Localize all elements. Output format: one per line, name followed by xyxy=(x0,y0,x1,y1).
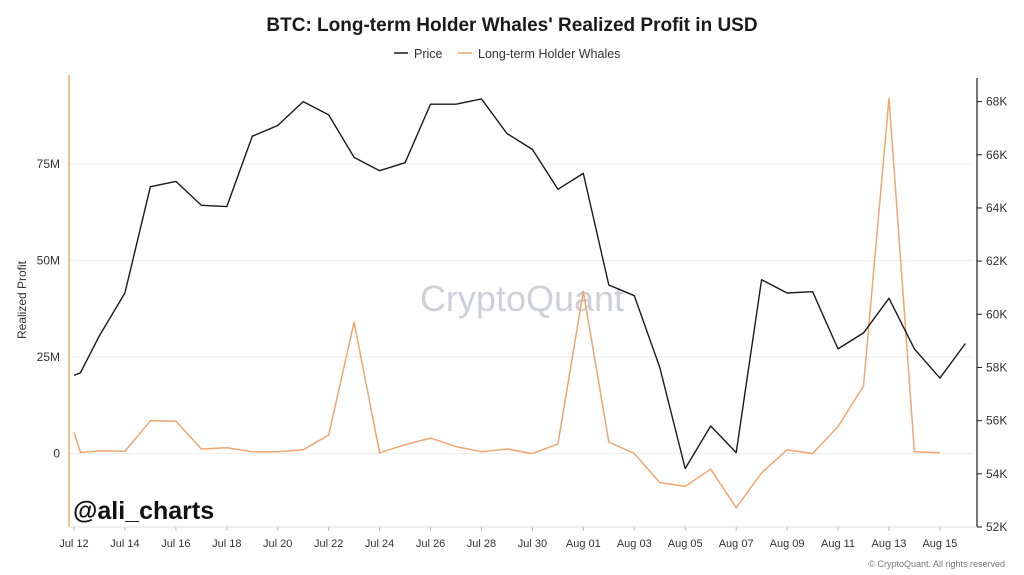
x-tick-label: Jul 16 xyxy=(161,538,190,550)
series-layer xyxy=(73,97,966,509)
x-tick-label: Aug 13 xyxy=(872,538,907,550)
copyright-note: © CryptoQuant. All rights reserved xyxy=(868,559,1005,569)
x-tick-label: Jul 18 xyxy=(212,538,241,550)
whales-profit-line xyxy=(73,97,940,509)
left-tick-label: 75M xyxy=(37,157,60,171)
x-tick-label: Jul 12 xyxy=(59,538,88,550)
left-tick-label: 25M xyxy=(37,350,60,364)
x-tick-label: Jul 22 xyxy=(314,538,343,550)
watermark: CryptoQuant xyxy=(420,278,624,319)
x-tick-label: Aug 01 xyxy=(566,538,601,550)
x-tick-label: Jul 20 xyxy=(263,538,292,550)
x-tick-label: Aug 03 xyxy=(617,538,652,550)
left-tick-label: 50M xyxy=(37,253,60,267)
right-axis-ticks: 52K 54K 56K 58K 60K 62K 64K 66K 68K xyxy=(977,95,1007,534)
right-tick-label: 68K xyxy=(986,95,1007,109)
x-tick-label: Jul 24 xyxy=(365,538,394,550)
x-tick-label: Aug 09 xyxy=(770,538,805,550)
right-tick-label: 64K xyxy=(986,201,1007,215)
chart-title: BTC: Long-term Holder Whales' Realized P… xyxy=(266,15,757,36)
x-axis-ticks: Jul 12 Jul 14 Jul 16 Jul 18 Jul 20 Jul 22 Jul … xyxy=(59,527,957,550)
x-tick-label: Jul 26 xyxy=(416,538,445,550)
left-axis-ticks: 0 25M 50M 75M xyxy=(37,157,61,461)
x-tick-label: Aug 11 xyxy=(821,538,855,550)
gridlines xyxy=(70,163,973,455)
right-tick-label: 62K xyxy=(986,254,1007,268)
left-tick-label: 0 xyxy=(53,447,60,461)
right-tick-label: 60K xyxy=(986,307,1007,321)
y-axis-label: Realized Profit xyxy=(15,260,29,339)
right-tick-label: 56K xyxy=(986,414,1007,428)
price-line xyxy=(73,98,966,470)
legend-price-label: Price xyxy=(414,47,443,61)
x-tick-label: Aug 15 xyxy=(922,538,957,550)
right-tick-label: 52K xyxy=(986,520,1007,534)
legend-whales-label: Long-term Holder Whales xyxy=(478,47,620,61)
legend: Price Long-term Holder Whales xyxy=(394,47,620,61)
right-tick-label: 54K xyxy=(986,467,1007,481)
x-tick-label: Jul 30 xyxy=(518,538,547,550)
right-tick-label: 58K xyxy=(986,360,1007,374)
x-tick-label: Jul 28 xyxy=(467,538,496,550)
right-tick-label: 66K xyxy=(986,148,1007,162)
x-tick-label: Aug 07 xyxy=(719,538,754,550)
x-tick-label: Jul 14 xyxy=(110,538,139,550)
x-tick-label: Aug 05 xyxy=(668,538,703,550)
author-handle: @ali_charts xyxy=(73,497,214,525)
